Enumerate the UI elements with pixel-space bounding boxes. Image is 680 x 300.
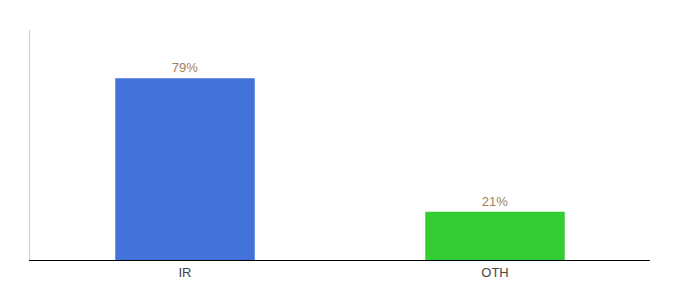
svg-text:79%: 79% — [172, 60, 198, 75]
svg-text:OTH: OTH — [481, 265, 508, 280]
svg-text:21%: 21% — [482, 194, 508, 209]
svg-text:IR: IR — [179, 265, 192, 280]
